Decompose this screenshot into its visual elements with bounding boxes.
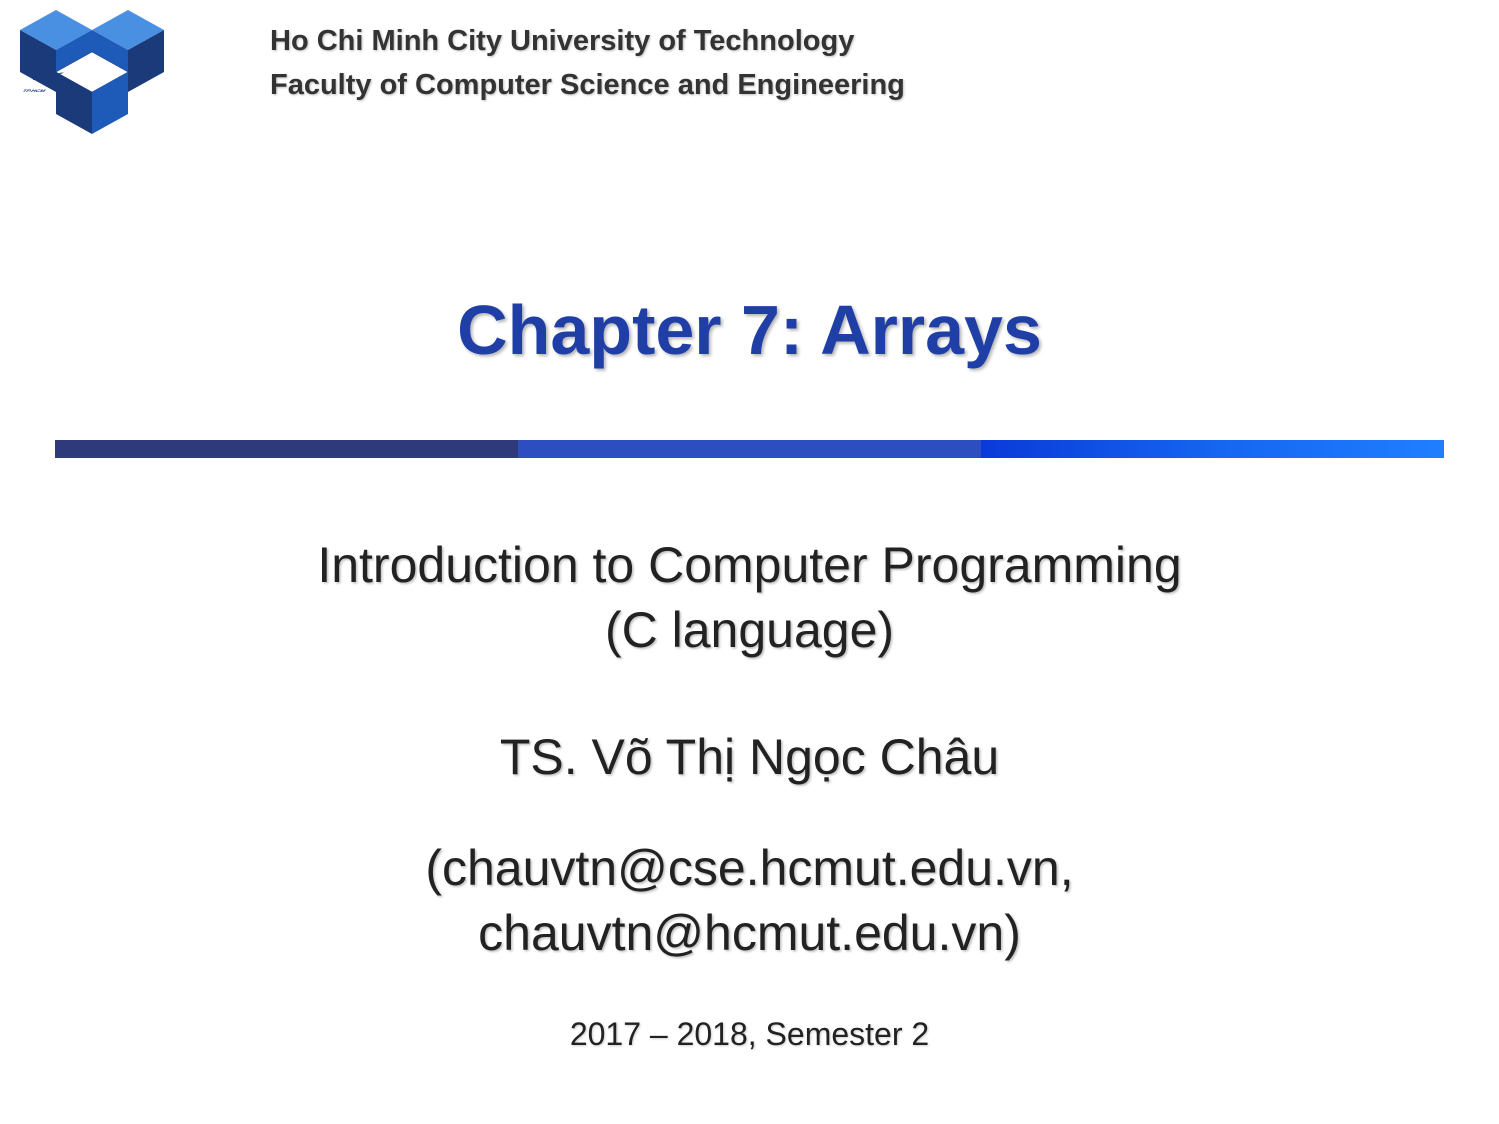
divider-segment (55, 440, 518, 458)
semester-info: 2017 – 2018, Semester 2 (0, 1016, 1499, 1053)
divider-segment (981, 440, 1444, 458)
chapter-title: Chapter 7: Arrays (0, 290, 1499, 370)
university-logo: BK TP.HCM (20, 10, 165, 165)
author-emails: (chauvtn@cse.hcmut.edu.vn, chauvtn@hcmut… (0, 836, 1499, 966)
course-subtitle: Introduction to Computer Programming (C … (0, 533, 1499, 663)
faculty-name: Faculty of Computer Science and Engineer… (270, 64, 1499, 108)
divider-segment (518, 440, 981, 458)
svg-text:TP.HCM: TP.HCM (21, 90, 47, 94)
header-row: BK TP.HCM Ho Chi Minh City University of… (0, 0, 1499, 165)
email-line-1: (chauvtn@cse.hcmut.edu.vn, (425, 840, 1073, 896)
subtitle-line-1: Introduction to Computer Programming (317, 537, 1181, 593)
university-name: Ho Chi Minh City University of Technolog… (270, 20, 1499, 64)
header-text-block: Ho Chi Minh City University of Technolog… (165, 10, 1499, 107)
divider-bar (55, 440, 1444, 458)
subtitle-line-2: (C language) (605, 602, 894, 658)
email-line-2: chauvtn@hcmut.edu.vn) (478, 905, 1021, 961)
author-name: TS. Võ Thị Ngọc Châu (0, 728, 1499, 786)
